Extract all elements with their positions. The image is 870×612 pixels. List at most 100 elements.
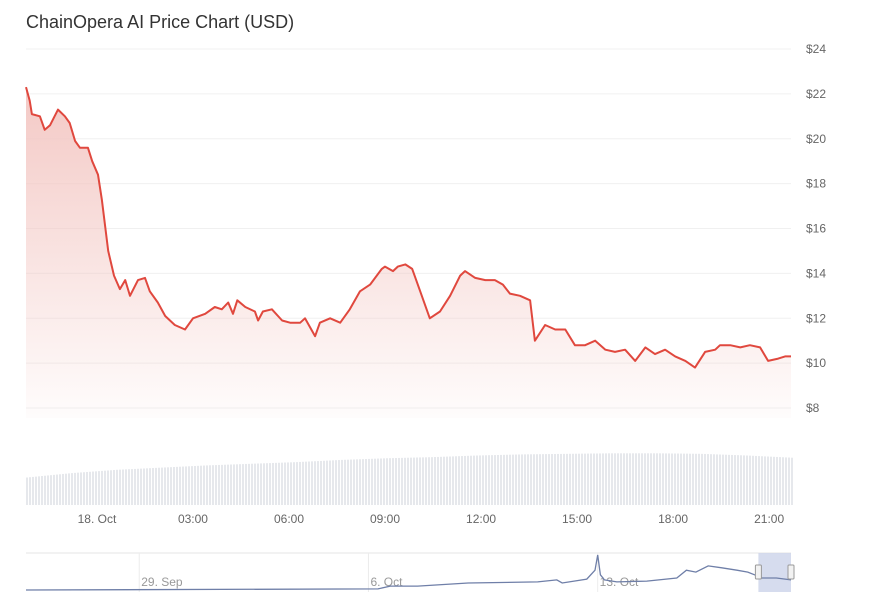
volume-bar (491, 455, 493, 505)
volume-bar (719, 454, 721, 505)
volume-bar (629, 453, 631, 505)
volume-bar (602, 453, 604, 505)
volume-bar (608, 453, 610, 505)
x-tick-label: 15:00 (562, 512, 592, 526)
volume-bar (305, 461, 307, 505)
x-tick-label: 12:00 (466, 512, 496, 526)
navigator[interactable]: 29. Sep 6. Oct 13. Oct (25, 552, 795, 592)
volume-bar (536, 454, 538, 505)
volume-bar (341, 459, 343, 505)
volume-bar (545, 454, 547, 505)
volume-bar (767, 456, 769, 505)
volume-bar (128, 469, 130, 505)
volume-bar (725, 454, 727, 505)
volume-bar (497, 454, 499, 505)
volume-bar (284, 462, 286, 505)
volume-bar (149, 468, 151, 505)
volume-bar (761, 456, 763, 505)
volume-bar (155, 467, 157, 505)
volume-bar (218, 464, 220, 505)
x-axis: 18. Oct 03:00 06:00 09:00 12:00 15:00 18:00 21:… (78, 512, 785, 526)
volume-bar (758, 456, 760, 505)
volume-bar (389, 458, 391, 505)
navigator-handle-right[interactable] (787, 564, 795, 580)
volume-bar (449, 456, 451, 505)
volume-bar (95, 471, 97, 505)
volume-bar (695, 453, 697, 505)
volume-bar (347, 459, 349, 505)
volume-bar (422, 457, 424, 505)
volume-bar (377, 458, 379, 505)
volume-bar (206, 465, 208, 505)
volume-bar (419, 457, 421, 505)
volume-bar (557, 453, 559, 505)
volume-bar (335, 460, 337, 505)
volume-bar (560, 453, 562, 505)
volume-bar (107, 470, 109, 505)
volume-bar (632, 453, 634, 505)
volume-bar (386, 458, 388, 505)
volume-bar (677, 453, 679, 505)
volume-bar (176, 466, 178, 505)
volume-bar (482, 455, 484, 505)
price-line (25, 86, 791, 369)
volume-bar (668, 453, 670, 505)
volume-bar (83, 472, 85, 505)
x-tick-label: 03:00 (178, 512, 208, 526)
volume-bar (563, 453, 565, 505)
volume-bar (503, 454, 505, 505)
volume-bar (245, 463, 247, 505)
volume-bar (437, 456, 439, 505)
volume-bar (26, 477, 28, 505)
navigator-selection[interactable] (758, 553, 791, 592)
volume-bar (416, 457, 418, 505)
y-tick-label: $8 (806, 401, 820, 415)
volume-bar (209, 465, 211, 505)
volume-bar (173, 467, 175, 505)
volume-bar (599, 453, 601, 505)
volume-bar (581, 453, 583, 505)
volume-bar (782, 457, 784, 505)
volume-bar (314, 461, 316, 505)
volume-bar (368, 458, 370, 505)
volume-bar (689, 453, 691, 505)
volume-bar (236, 464, 238, 505)
volume-bar (152, 468, 154, 505)
navigator-handle-left[interactable] (754, 564, 762, 580)
y-tick-label: $14 (806, 266, 826, 280)
volume-bar (326, 460, 328, 505)
volume-bar (533, 454, 535, 505)
volume-bar (722, 454, 724, 505)
volume-bar (74, 472, 76, 505)
volume-bar (131, 469, 133, 505)
volume-bar (197, 465, 199, 505)
volume-bar (647, 453, 649, 505)
volume-bar (569, 453, 571, 505)
volume-bar (509, 454, 511, 505)
x-tick-label: 18. Oct (78, 512, 117, 526)
volume-bar (278, 462, 280, 505)
chart-title: ChainOpera AI Price Chart (USD) (26, 12, 295, 32)
volume-bar (221, 464, 223, 505)
volume-bar (506, 454, 508, 505)
volume-bar (269, 463, 271, 505)
volume-bar (254, 463, 256, 505)
volume-bar (542, 454, 544, 505)
y-tick-label: $24 (806, 42, 826, 56)
volume-bar (392, 458, 394, 505)
volume-bar (698, 453, 700, 505)
volume-bar (110, 470, 112, 505)
volume-bar (122, 469, 124, 505)
volume-bar (191, 466, 193, 505)
y-axis: $8 $10 $12 $14 $16 $18 $20 $22 $24 (806, 42, 826, 415)
volume-bar (41, 476, 43, 505)
volume-bar (299, 461, 301, 505)
volume-bar (32, 476, 34, 505)
volume-bar (755, 455, 757, 505)
volume-bar (650, 453, 652, 505)
volume-bar (743, 455, 745, 505)
volume-bar (749, 455, 751, 505)
volume-bar (98, 471, 100, 505)
volume-bar (53, 474, 55, 505)
